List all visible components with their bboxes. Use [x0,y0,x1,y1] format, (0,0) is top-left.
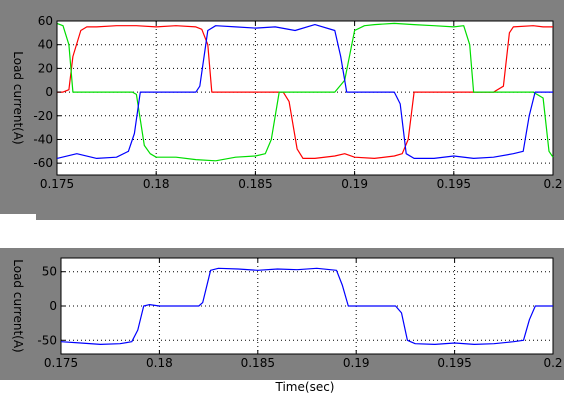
series-line-2 [56,24,553,159]
y-tick-label: -20 [33,109,53,123]
bottom-load-current-chart: 50 0 -50 0.175 0.18 0.185 0.19 0.195 0.2 Load c… [11,257,563,394]
series-line-1 [56,22,554,162]
x-tick-label: 0.2 [543,356,562,370]
bottom-series-group [60,267,553,345]
x-tick-label: 0.2 [543,177,562,191]
top-y-axis-label: Load current(A) [11,51,25,144]
y-tick-label: -40 [33,132,53,146]
y-tick-label: 50 [42,265,57,279]
y-tick-label: -60 [33,156,53,170]
top-y-ticks: 60 40 20 0 -20 -40 -60 [33,14,61,170]
bottom-y-ticks: 50 0 -50 [37,265,65,347]
y-tick-label: 20 [38,61,53,75]
x-tick-label: 0.185 [241,356,275,370]
x-tick-label: 0.18 [143,177,170,191]
x-tick-label: 0.175 [40,177,74,191]
bottom-y-axis-label: Load current(A) [11,259,25,352]
y-tick-label: 0 [49,299,57,313]
top-plot-area [56,20,554,176]
top-x-ticks: 0.175 0.18 0.185 0.19 0.195 0.2 [40,21,563,191]
x-tick-label: 0.19 [343,356,370,370]
bottom-x-axis-label: Time(sec) [275,380,335,394]
y-tick-label: 40 [38,38,53,52]
top-figure-bottom-strip [36,214,564,220]
bottom-x-ticks: 0.175 0.18 0.185 0.19 0.195 0.2 [44,258,563,370]
y-tick-label: 0 [45,85,53,99]
x-tick-label: 0.175 [44,356,78,370]
x-tick-label: 0.19 [341,177,368,191]
top-series-group [56,22,554,162]
x-tick-label: 0.195 [437,177,471,191]
y-tick-label: -50 [37,333,57,347]
bottom-plot-area [60,257,554,355]
x-tick-label: 0.185 [238,177,272,191]
x-tick-label: 0.18 [146,356,173,370]
top-load-current-chart: 60 40 20 0 -20 -40 -60 0.175 0.18 0.185 0.19 0.195… [11,14,563,191]
y-tick-label: 60 [38,14,53,28]
series-line-0 [60,267,553,345]
x-tick-label: 0.195 [437,356,471,370]
